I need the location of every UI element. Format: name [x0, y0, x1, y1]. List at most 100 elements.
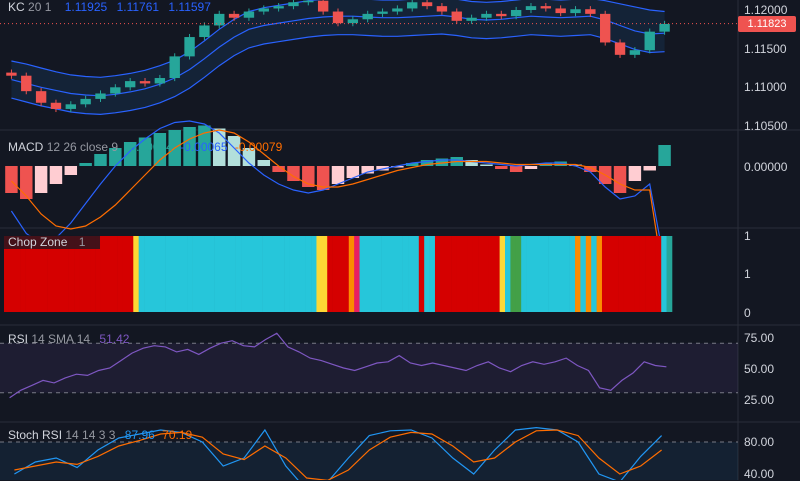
chop-zone-bar	[219, 236, 226, 312]
chop-zone-bar	[214, 236, 220, 312]
chop-zone-bar	[4, 236, 10, 312]
chop-zone-bar	[95, 236, 102, 312]
candle-body	[35, 91, 47, 103]
macd-histogram-bar	[227, 136, 241, 166]
chop-zone-bar	[230, 236, 236, 312]
chop-zone-bar	[548, 236, 554, 312]
chop-zone-bar	[267, 236, 274, 312]
macd-histogram-bar	[198, 125, 211, 166]
chop-zone-bar	[537, 236, 544, 312]
candle-body	[65, 104, 76, 109]
macd-histogram-bar	[79, 163, 92, 166]
chop-zone-bar	[257, 236, 263, 312]
chop-name: Chop Zone	[8, 235, 68, 249]
chop-zone-bar	[515, 236, 522, 312]
chop-zone-bar	[375, 236, 382, 312]
chop-zone-bar	[160, 236, 166, 312]
candle-body	[199, 25, 210, 38]
rsi-tick-25: 25.00	[744, 393, 775, 407]
stoch-k-value: 87.96	[124, 428, 155, 442]
chop-zone-bar	[338, 236, 344, 312]
chop-zone-bar	[20, 236, 26, 312]
macd-signal-line	[10, 129, 666, 285]
candle-body	[555, 8, 566, 14]
chop-zone-bar	[456, 236, 463, 312]
chop-zone-bar	[461, 236, 468, 312]
chop-zone-bar	[639, 236, 646, 312]
macd-histogram-bar	[391, 166, 404, 168]
chop-zone-bar	[499, 236, 506, 312]
chop-zone-bar	[246, 236, 253, 312]
kc-upper-value: 1.11925	[64, 0, 108, 14]
chop-zone-bar	[176, 236, 183, 312]
candle-body	[496, 13, 507, 17]
chop-zone-bar	[133, 236, 139, 312]
candle-body	[570, 9, 581, 14]
kc-legend[interactable]: KC 20 1 1.11925 1.11761 1.11597	[8, 0, 211, 14]
candle-body	[629, 50, 641, 55]
candle-body	[139, 81, 151, 84]
candle-body	[525, 6, 537, 10]
rsi-band-fill	[0, 343, 738, 393]
candle-body	[169, 56, 180, 79]
candle-body	[80, 98, 91, 105]
candle-body	[644, 31, 655, 51]
macd-legend[interactable]: MACD 12 26 close 9 0.00014 -0.00065 -0.0…	[8, 140, 282, 154]
chop-zone-bar	[278, 236, 285, 312]
rsi-params: 14 SMA 14	[31, 332, 91, 346]
chop-zone-bar	[553, 236, 560, 312]
candle-body	[288, 2, 299, 7]
current-price-badge: 1.11823	[738, 16, 796, 32]
chop-zone-bar	[569, 236, 576, 312]
chop-zone-bar	[612, 236, 619, 312]
stoch-d-line	[14, 429, 662, 480]
candle-body	[585, 9, 596, 14]
chop-zone-bar	[127, 236, 134, 312]
chop-zone-bar	[251, 236, 258, 312]
chop-zone-bar	[316, 236, 323, 312]
macd-histogram-bar	[628, 166, 642, 181]
chop-zone-bar	[197, 236, 204, 312]
stoch-legend[interactable]: Stoch RSI 14 14 3 3 87.96 70.19	[8, 428, 192, 442]
macd-name: MACD	[8, 140, 44, 154]
chop-zone-bar	[25, 236, 32, 312]
chop-zone-bar	[601, 236, 608, 312]
chop-zone-bar	[429, 236, 436, 312]
candle-body	[258, 8, 269, 12]
kc-lower-value: 1.11597	[168, 0, 211, 14]
chop-zone-bar	[634, 236, 640, 312]
candle-body	[21, 75, 32, 92]
candle-body	[466, 17, 477, 21]
chop-zone-bar	[397, 236, 403, 312]
chop-zone-bar	[483, 236, 490, 312]
chop-zone-bar	[74, 236, 80, 312]
chop-zone-bar	[321, 236, 328, 312]
chop-zone-bar	[623, 236, 630, 312]
macd-histogram-bar	[257, 160, 271, 166]
candle-body	[6, 72, 17, 76]
chop-zone-bar	[607, 236, 614, 312]
rsi-legend[interactable]: RSI 14 SMA 14 51.42	[8, 332, 129, 346]
chop-legend[interactable]: Chop Zone 1	[4, 235, 100, 249]
candle-body	[243, 11, 255, 18]
chop-zone-bar	[52, 236, 59, 312]
macd-histogram-bar	[272, 166, 285, 172]
chop-zone-bar	[289, 236, 296, 312]
rsi-value: 51.42	[99, 332, 130, 346]
chop-zone-bar	[418, 236, 425, 312]
macd-histogram-bar	[495, 166, 508, 169]
chop-zone-bar	[149, 236, 156, 312]
chop-zone-bar	[628, 236, 635, 312]
chop-zone-bar	[364, 236, 371, 312]
macd-histogram-bar	[287, 166, 300, 181]
chop-zone-bar	[63, 236, 69, 312]
candle-body	[50, 102, 62, 109]
chop-zone-bar	[391, 236, 398, 312]
chop-zone-bar	[596, 236, 603, 312]
chop-tick-top: 1	[744, 229, 751, 243]
candle-body	[377, 11, 388, 14]
candle-body	[273, 6, 284, 9]
chop-params: 1	[78, 235, 86, 249]
macd-histogram-bar	[94, 154, 107, 166]
